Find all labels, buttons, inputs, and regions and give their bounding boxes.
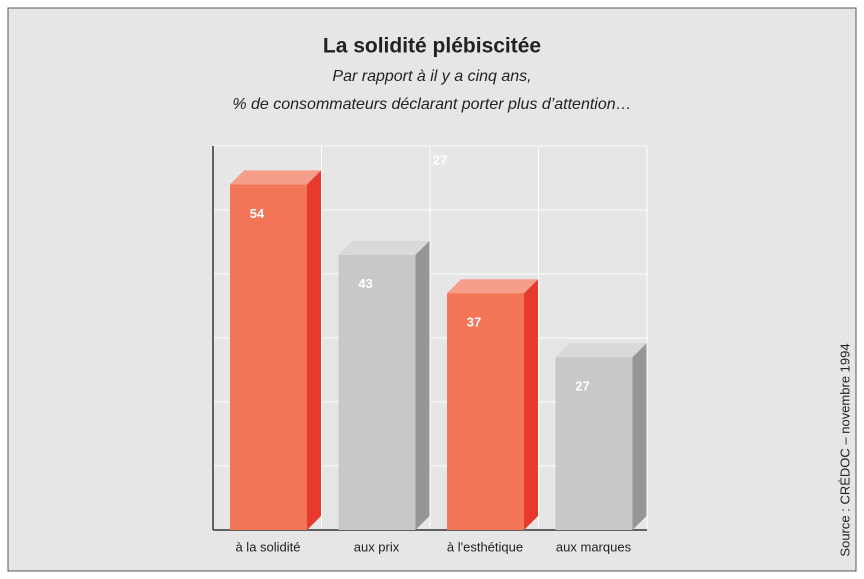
bar-top bbox=[555, 343, 647, 358]
x-tick-label: à l'esthétique bbox=[447, 539, 523, 554]
bar-side bbox=[307, 170, 321, 530]
bar-top bbox=[338, 240, 430, 255]
chart-title: La solidité plébiscitée bbox=[323, 35, 541, 58]
frame bbox=[7, 7, 857, 572]
bar-front bbox=[447, 293, 524, 530]
value-label: 27 bbox=[575, 379, 589, 394]
subtitle: % de consommateurs déclarant porter plus… bbox=[232, 96, 631, 113]
bar-front bbox=[555, 357, 633, 530]
subtitle: Par rapport à il y a cinq ans, bbox=[332, 68, 531, 85]
bar-top bbox=[447, 279, 538, 294]
value-label: 37 bbox=[467, 315, 481, 330]
bar bbox=[447, 279, 538, 530]
source: Source : CRÉDOC – novembre 1994 bbox=[837, 343, 852, 556]
bar bbox=[230, 170, 321, 530]
bar-side bbox=[524, 279, 538, 530]
value-label: 54 bbox=[250, 206, 265, 221]
bar bbox=[555, 343, 647, 530]
value-label: 43 bbox=[358, 276, 372, 291]
x-tick-label: aux prix bbox=[354, 539, 400, 554]
bar bbox=[338, 240, 430, 531]
bar-front bbox=[230, 184, 307, 530]
bar-side bbox=[632, 343, 647, 530]
bar-top bbox=[230, 170, 321, 185]
bar-front bbox=[338, 254, 416, 531]
x-tick-label: à la solidité bbox=[235, 539, 300, 554]
x-tick-label: aux marques bbox=[556, 539, 632, 554]
annotation: 27 bbox=[433, 152, 447, 167]
bar-side bbox=[415, 240, 430, 531]
